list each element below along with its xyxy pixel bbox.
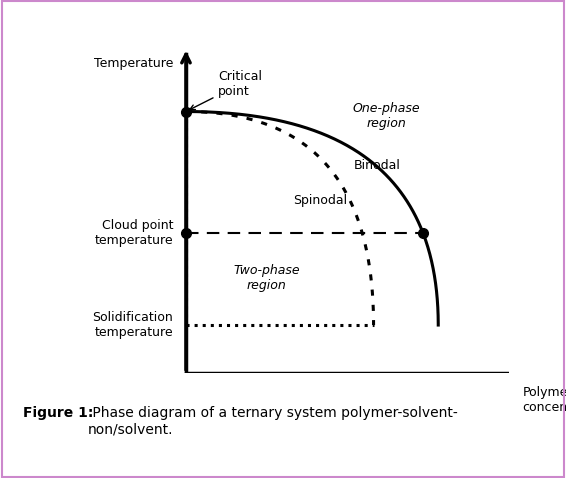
Text: Spinodal: Spinodal (293, 194, 347, 207)
Text: Phase diagram of a ternary system polymer-solvent-
non/solvent.: Phase diagram of a ternary system polyme… (88, 406, 457, 436)
Text: Solidification
temperature: Solidification temperature (92, 311, 173, 339)
Text: Figure 1:: Figure 1: (23, 406, 93, 420)
Text: Cloud point
temperature: Cloud point temperature (95, 218, 173, 247)
Text: Temperature: Temperature (93, 57, 173, 70)
Text: Two-phase
region: Two-phase region (234, 264, 300, 293)
Text: Critical
point: Critical point (190, 70, 262, 109)
Text: Polymer
concentration: Polymer concentration (522, 386, 566, 413)
Text: One-phase
region: One-phase region (353, 102, 421, 130)
Text: Binodal: Binodal (354, 159, 401, 172)
